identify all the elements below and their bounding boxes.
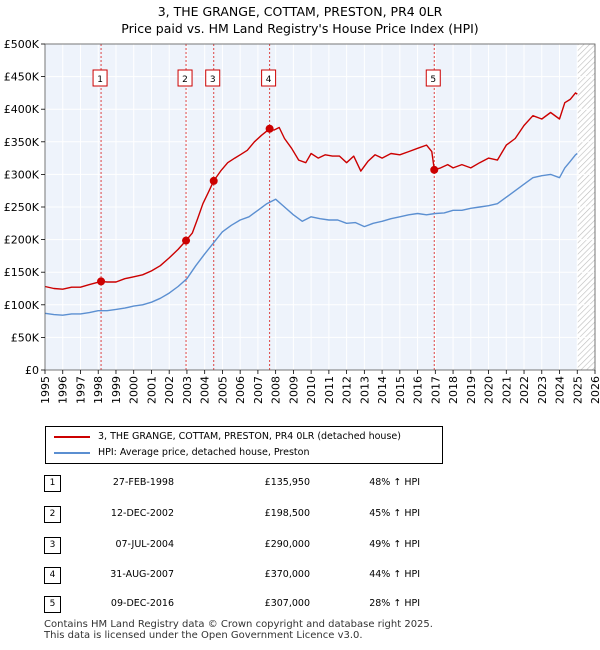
x-tick-label: 2016 — [412, 376, 425, 404]
sale-marker-box — [92, 69, 108, 87]
transaction-date: 12-DEC-2002 — [110, 508, 174, 519]
sale-point — [97, 277, 106, 286]
transaction-hpi: 28% ↑ HPI — [369, 598, 420, 609]
x-tick-label: 2009 — [287, 376, 300, 404]
x-tick-label: 2026 — [589, 376, 600, 404]
x-tick-label: 2025 — [571, 376, 584, 404]
transaction-date: 09-DEC-2016 — [110, 598, 174, 609]
x-tick-label: 2015 — [394, 376, 407, 404]
sale-point — [209, 176, 218, 185]
y-tick-label: £300K — [4, 168, 40, 181]
x-tick-label: 1997 — [74, 376, 87, 404]
sale-point — [430, 165, 439, 174]
hpi-line — [44, 152, 578, 316]
transaction-date: 07-JUL-2004 — [115, 539, 174, 550]
price-chart: 1 2 3 4 5 £0 £50K £100K £150K £200K £250K £300K £35… — [4, 38, 600, 404]
y-tick-label: £450K — [4, 71, 40, 84]
x-tick-label: 2006 — [234, 376, 247, 404]
x-tick-label: 2019 — [465, 376, 478, 404]
x-tick-label: 2023 — [536, 376, 549, 404]
transaction-number: 3 — [44, 537, 61, 554]
y-tick-label: £400K — [4, 103, 40, 116]
legend-item-hpi: HPI: Average price, detached house, Pres… — [54, 446, 309, 460]
transaction-hpi: 45% ↑ HPI — [369, 508, 420, 519]
transaction-price: £370,000 — [264, 569, 310, 580]
legend-item-property: 3, THE GRANGE, COTTAM, PRESTON, PR4 0LR … — [54, 430, 401, 444]
transaction-price: £307,000 — [264, 598, 310, 609]
x-tick-label: 1996 — [57, 376, 70, 404]
table-row: 1 27-FEB-1998 £135,950 48% ↑ HPI — [44, 475, 444, 492]
transaction-hpi: 44% ↑ HPI — [369, 569, 420, 580]
sale-marker-label: 1 — [97, 75, 103, 85]
chart-title: 3, THE GRANGE, COTTAM, PRESTON, PR4 0LR — [157, 4, 443, 19]
table-row: 3 07-JUL-2004 £290,000 49% ↑ HPI — [44, 537, 444, 554]
legend-swatch-hpi — [54, 451, 90, 454]
x-tick-label: 2011 — [323, 376, 336, 404]
x-tick-label: 2007 — [252, 376, 265, 404]
y-tick-label: £200K — [4, 234, 40, 247]
transaction-date: 27-FEB-1998 — [112, 477, 174, 488]
transaction-date: 31-AUG-2007 — [110, 569, 174, 580]
table-row: 4 31-AUG-2007 £370,000 44% ↑ HPI — [44, 567, 444, 584]
transaction-number: 2 — [44, 506, 61, 523]
sale-point — [182, 236, 191, 245]
sale-marker-label: 4 — [266, 75, 272, 85]
sale-marker-box — [205, 69, 221, 87]
transaction-hpi: 49% ↑ HPI — [369, 539, 420, 550]
legend: 3, THE GRANGE, COTTAM, PRESTON, PR4 0LR … — [45, 426, 443, 464]
x-tick-label: 2012 — [341, 376, 354, 404]
x-tick-label: 2000 — [128, 376, 141, 404]
sale-marker-box — [425, 69, 441, 87]
y-tick-label: £0 — [25, 364, 39, 377]
y-tick-label: £350K — [4, 136, 40, 149]
licence-line: This data is licensed under the Open Gov… — [44, 630, 363, 641]
attribution-line: Contains HM Land Registry data © Crown c… — [44, 619, 433, 630]
x-tick-label: 2018 — [447, 376, 460, 404]
x-tick-label: 1999 — [110, 376, 123, 404]
x-tick-label: 1995 — [39, 376, 52, 404]
transaction-price: £135,950 — [264, 477, 310, 488]
x-tick-label: 1998 — [92, 376, 105, 404]
y-tick-label: £100K — [4, 299, 40, 312]
x-tick-label: 2020 — [483, 376, 496, 404]
legend-swatch-property — [54, 435, 90, 438]
transaction-hpi: 48% ↑ HPI — [369, 477, 420, 488]
transaction-number: 1 — [44, 475, 61, 492]
x-tick-label: 2003 — [181, 376, 194, 404]
sale-marker-box — [177, 69, 193, 87]
legend-label-hpi: HPI: Average price, detached house, Pres… — [98, 447, 310, 458]
chart-subtitle: Price paid vs. HM Land Registry's House … — [121, 21, 479, 36]
legend-label-property: 3, THE GRANGE, COTTAM, PRESTON, PR4 0LR … — [98, 431, 401, 442]
sale-marker-label: 2 — [182, 75, 188, 85]
x-tick-label: 2005 — [216, 376, 229, 404]
y-tick-label: £250K — [4, 201, 40, 214]
sale-marker-label: 3 — [210, 75, 216, 85]
attribution-footer: Contains HM Land Registry data © Crown c… — [44, 619, 433, 641]
x-tick-label: 2008 — [270, 376, 283, 404]
x-tick-label: 2021 — [500, 376, 513, 404]
sale-marker-box — [261, 69, 277, 87]
y-tick-label: £150K — [4, 266, 40, 279]
sale-point — [265, 124, 274, 133]
x-tick-label: 2001 — [145, 376, 158, 404]
sale-marker-label: 5 — [430, 75, 436, 85]
transaction-number: 5 — [44, 596, 61, 613]
x-tick-label: 2004 — [199, 376, 212, 404]
transaction-price: £290,000 — [264, 539, 310, 550]
x-tick-label: 2017 — [429, 376, 442, 404]
property-price-line — [44, 92, 578, 290]
transaction-price: £198,500 — [264, 508, 310, 519]
chart-title-block: 3, THE GRANGE, COTTAM, PRESTON, PR4 0LR … — [0, 3, 600, 37]
x-tick-label: 2024 — [554, 376, 567, 404]
x-tick-label: 2022 — [518, 376, 531, 404]
x-tick-label: 2013 — [358, 376, 371, 404]
y-tick-label: £500K — [4, 38, 40, 51]
transaction-number: 4 — [44, 567, 61, 584]
x-tick-label: 2002 — [163, 376, 176, 404]
table-row: 2 12-DEC-2002 £198,500 45% ↑ HPI — [44, 506, 444, 523]
y-tick-label: £50K — [11, 331, 40, 344]
table-row: 5 09-DEC-2016 £307,000 28% ↑ HPI — [44, 596, 444, 613]
x-tick-label: 2010 — [305, 376, 318, 404]
x-tick-label: 2014 — [376, 376, 389, 404]
